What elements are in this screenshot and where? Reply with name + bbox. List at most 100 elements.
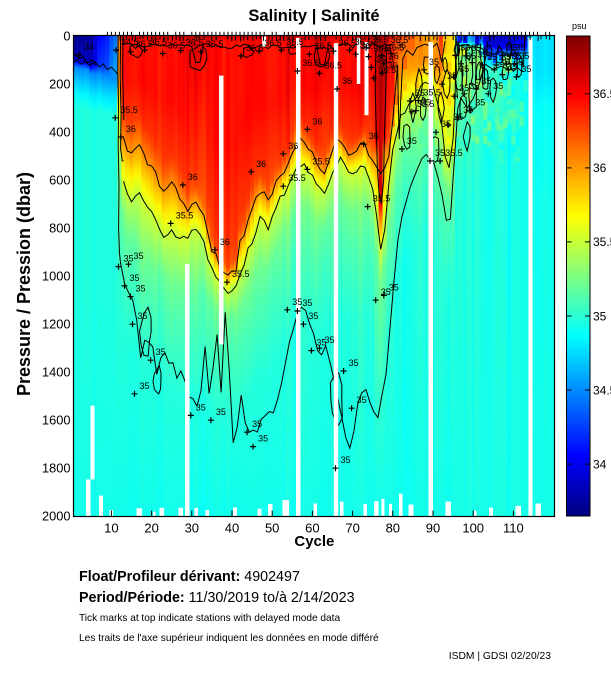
svg-text:36.5: 36.5 — [325, 60, 343, 70]
svg-text:50: 50 — [265, 521, 279, 536]
svg-text:35: 35 — [519, 51, 529, 61]
svg-text:10: 10 — [104, 521, 118, 536]
svg-text:Tick marks at top indicate sta: Tick marks at top indicate stations with… — [79, 613, 340, 624]
svg-text:35: 35 — [487, 52, 497, 62]
svg-text:35: 35 — [252, 419, 262, 429]
svg-text:Float/Profileur dérivant: 4902: Float/Profileur dérivant: 4902497 — [79, 569, 300, 585]
svg-text:35: 35 — [459, 83, 469, 93]
svg-text:35.5: 35.5 — [417, 99, 435, 109]
svg-text:35: 35 — [511, 51, 521, 61]
svg-text:35: 35 — [325, 335, 335, 345]
svg-text:36.5: 36.5 — [391, 35, 409, 45]
svg-text:35: 35 — [466, 51, 476, 61]
svg-text:34.5: 34.5 — [593, 383, 611, 397]
svg-text:35: 35 — [475, 98, 485, 108]
svg-text:35: 35 — [481, 76, 491, 86]
svg-text:36: 36 — [342, 76, 352, 86]
svg-text:35: 35 — [429, 57, 439, 67]
svg-text:35: 35 — [521, 64, 531, 74]
svg-text:36.5: 36.5 — [374, 44, 392, 54]
svg-text:36.5: 36.5 — [186, 38, 204, 48]
svg-text:36.5: 36.5 — [355, 37, 373, 47]
svg-text:35: 35 — [216, 407, 226, 417]
svg-text:35: 35 — [292, 297, 302, 307]
svg-text:35: 35 — [499, 57, 509, 67]
svg-text:1000: 1000 — [42, 269, 70, 284]
svg-text:1800: 1800 — [42, 461, 70, 476]
svg-text:200: 200 — [49, 77, 70, 92]
svg-text:35: 35 — [341, 455, 351, 465]
svg-text:20: 20 — [144, 521, 158, 536]
svg-text:35: 35 — [421, 98, 431, 108]
svg-text:35: 35 — [593, 309, 607, 323]
svg-text:36.5: 36.5 — [339, 38, 357, 48]
svg-text:1600: 1600 — [42, 413, 70, 428]
svg-text:35: 35 — [507, 62, 517, 72]
svg-text:Cycle: Cycle — [294, 533, 334, 550]
svg-text:35: 35 — [471, 43, 481, 53]
svg-text:35: 35 — [140, 381, 150, 391]
svg-text:35: 35 — [415, 88, 425, 98]
svg-text:110: 110 — [503, 521, 524, 536]
svg-text:35: 35 — [134, 251, 144, 261]
svg-text:36.5: 36.5 — [314, 41, 332, 51]
svg-text:36: 36 — [389, 51, 399, 61]
svg-text:35: 35 — [258, 434, 268, 444]
svg-text:35: 35 — [507, 42, 517, 52]
svg-text:36.5: 36.5 — [136, 39, 154, 49]
svg-text:36.5: 36.5 — [371, 35, 389, 45]
svg-text:35: 35 — [156, 347, 166, 357]
svg-text:35: 35 — [316, 338, 326, 348]
svg-text:35: 35 — [447, 71, 457, 81]
svg-text:36.5: 36.5 — [246, 43, 264, 53]
svg-text:35: 35 — [136, 284, 146, 294]
svg-text:80: 80 — [386, 521, 400, 536]
svg-text:35: 35 — [302, 298, 312, 308]
svg-text:35: 35 — [130, 273, 140, 283]
svg-text:36.5: 36.5 — [593, 87, 611, 101]
svg-text:35: 35 — [407, 136, 417, 146]
svg-text:36: 36 — [387, 60, 397, 70]
svg-text:34: 34 — [84, 42, 94, 52]
svg-text:36: 36 — [593, 161, 607, 175]
svg-text:Salinity | Salinité: Salinity | Salinité — [248, 7, 379, 25]
svg-text:90: 90 — [426, 521, 440, 536]
svg-text:35.5: 35.5 — [373, 194, 391, 204]
svg-text:36.5: 36.5 — [376, 54, 394, 64]
svg-text:35: 35 — [138, 311, 148, 321]
svg-text:36: 36 — [396, 41, 406, 51]
svg-text:100: 100 — [462, 521, 484, 536]
svg-text:34: 34 — [593, 457, 607, 471]
svg-text:35.5: 35.5 — [288, 173, 306, 183]
svg-text:36.5: 36.5 — [206, 39, 224, 49]
svg-text:Pressure / Pression (dbar): Pressure / Pression (dbar) — [14, 172, 34, 396]
svg-text:36.5: 36.5 — [150, 37, 168, 47]
svg-text:35: 35 — [513, 57, 523, 67]
svg-text:36: 36 — [220, 237, 230, 247]
svg-text:70: 70 — [345, 521, 359, 536]
svg-text:35.5: 35.5 — [176, 210, 194, 220]
svg-text:35: 35 — [477, 50, 487, 60]
svg-text:40: 40 — [225, 521, 239, 536]
svg-text:800: 800 — [49, 221, 70, 236]
svg-text:600: 600 — [49, 173, 70, 188]
svg-text:35: 35 — [196, 402, 206, 412]
svg-text:36: 36 — [256, 159, 266, 169]
svg-text:36.5: 36.5 — [168, 41, 186, 51]
svg-text:35: 35 — [308, 311, 318, 321]
svg-text:36: 36 — [369, 131, 379, 141]
svg-text:1400: 1400 — [42, 365, 70, 380]
svg-text:35.5: 35.5 — [423, 88, 441, 98]
svg-text:36: 36 — [312, 116, 322, 126]
svg-text:35.5: 35.5 — [593, 235, 611, 249]
svg-text:36: 36 — [288, 141, 298, 151]
svg-text:35: 35 — [501, 52, 511, 62]
svg-text:35: 35 — [463, 105, 473, 115]
svg-text:0: 0 — [63, 29, 70, 44]
svg-text:36.5: 36.5 — [286, 37, 304, 47]
svg-text:36: 36 — [126, 124, 136, 134]
svg-text:400: 400 — [49, 125, 70, 140]
svg-text:35: 35 — [389, 282, 399, 292]
svg-text:35: 35 — [469, 81, 479, 91]
svg-text:35: 35 — [493, 81, 503, 91]
